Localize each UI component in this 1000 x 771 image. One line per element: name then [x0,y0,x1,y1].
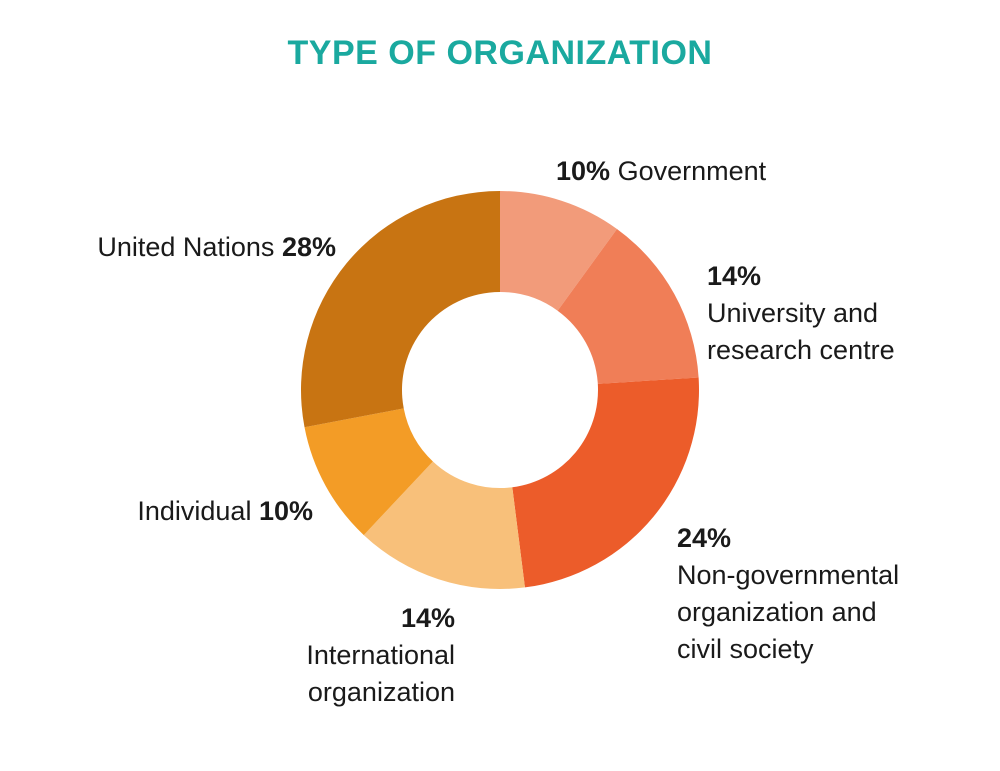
slice-name-ngo-line2: organization and [677,597,877,627]
slice-name-individual: Individual [137,496,252,526]
value-label-international: 14% [400,603,455,633]
slice-individual [304,408,433,536]
slice-name-international-line1: International [306,640,455,670]
label-united-nations: United Nations 28% [97,229,336,266]
slice-international-organization [363,461,525,589]
slice-name-ngo-line1: Non-governmental [677,560,900,590]
slice-name-university-line1: University and [707,298,879,328]
value-label-united-nations: 28% [281,232,336,262]
value-label-individual: 10% [258,496,313,526]
label-ngo: 24% Non-governmental organization and ci… [677,520,899,668]
slice-united-nations [301,191,500,428]
slice-name-university-line2: research centre [707,335,895,365]
label-government: 10% Government [556,153,766,190]
slice-name-united-nations: United Nations [97,232,275,262]
slice-name-government: Government [617,156,767,186]
label-university: 14% University and research centre [707,258,895,369]
value-label-government: 10% [556,156,611,186]
slice-university-and-research-centre [557,229,699,384]
slice-government [500,191,617,311]
label-individual: Individual 10% [137,493,313,530]
value-label-ngo: 24% [677,523,732,553]
slice-name-international-line2: organization [307,677,455,707]
chart-title: TYPE OF ORGANIZATION [287,34,713,72]
slice-non-governmental-organization-and-civil-society [512,377,699,588]
slice-name-ngo-line3: civil society [677,634,814,664]
label-international: 14% International organization [306,600,455,711]
value-label-university: 14% [707,261,762,291]
